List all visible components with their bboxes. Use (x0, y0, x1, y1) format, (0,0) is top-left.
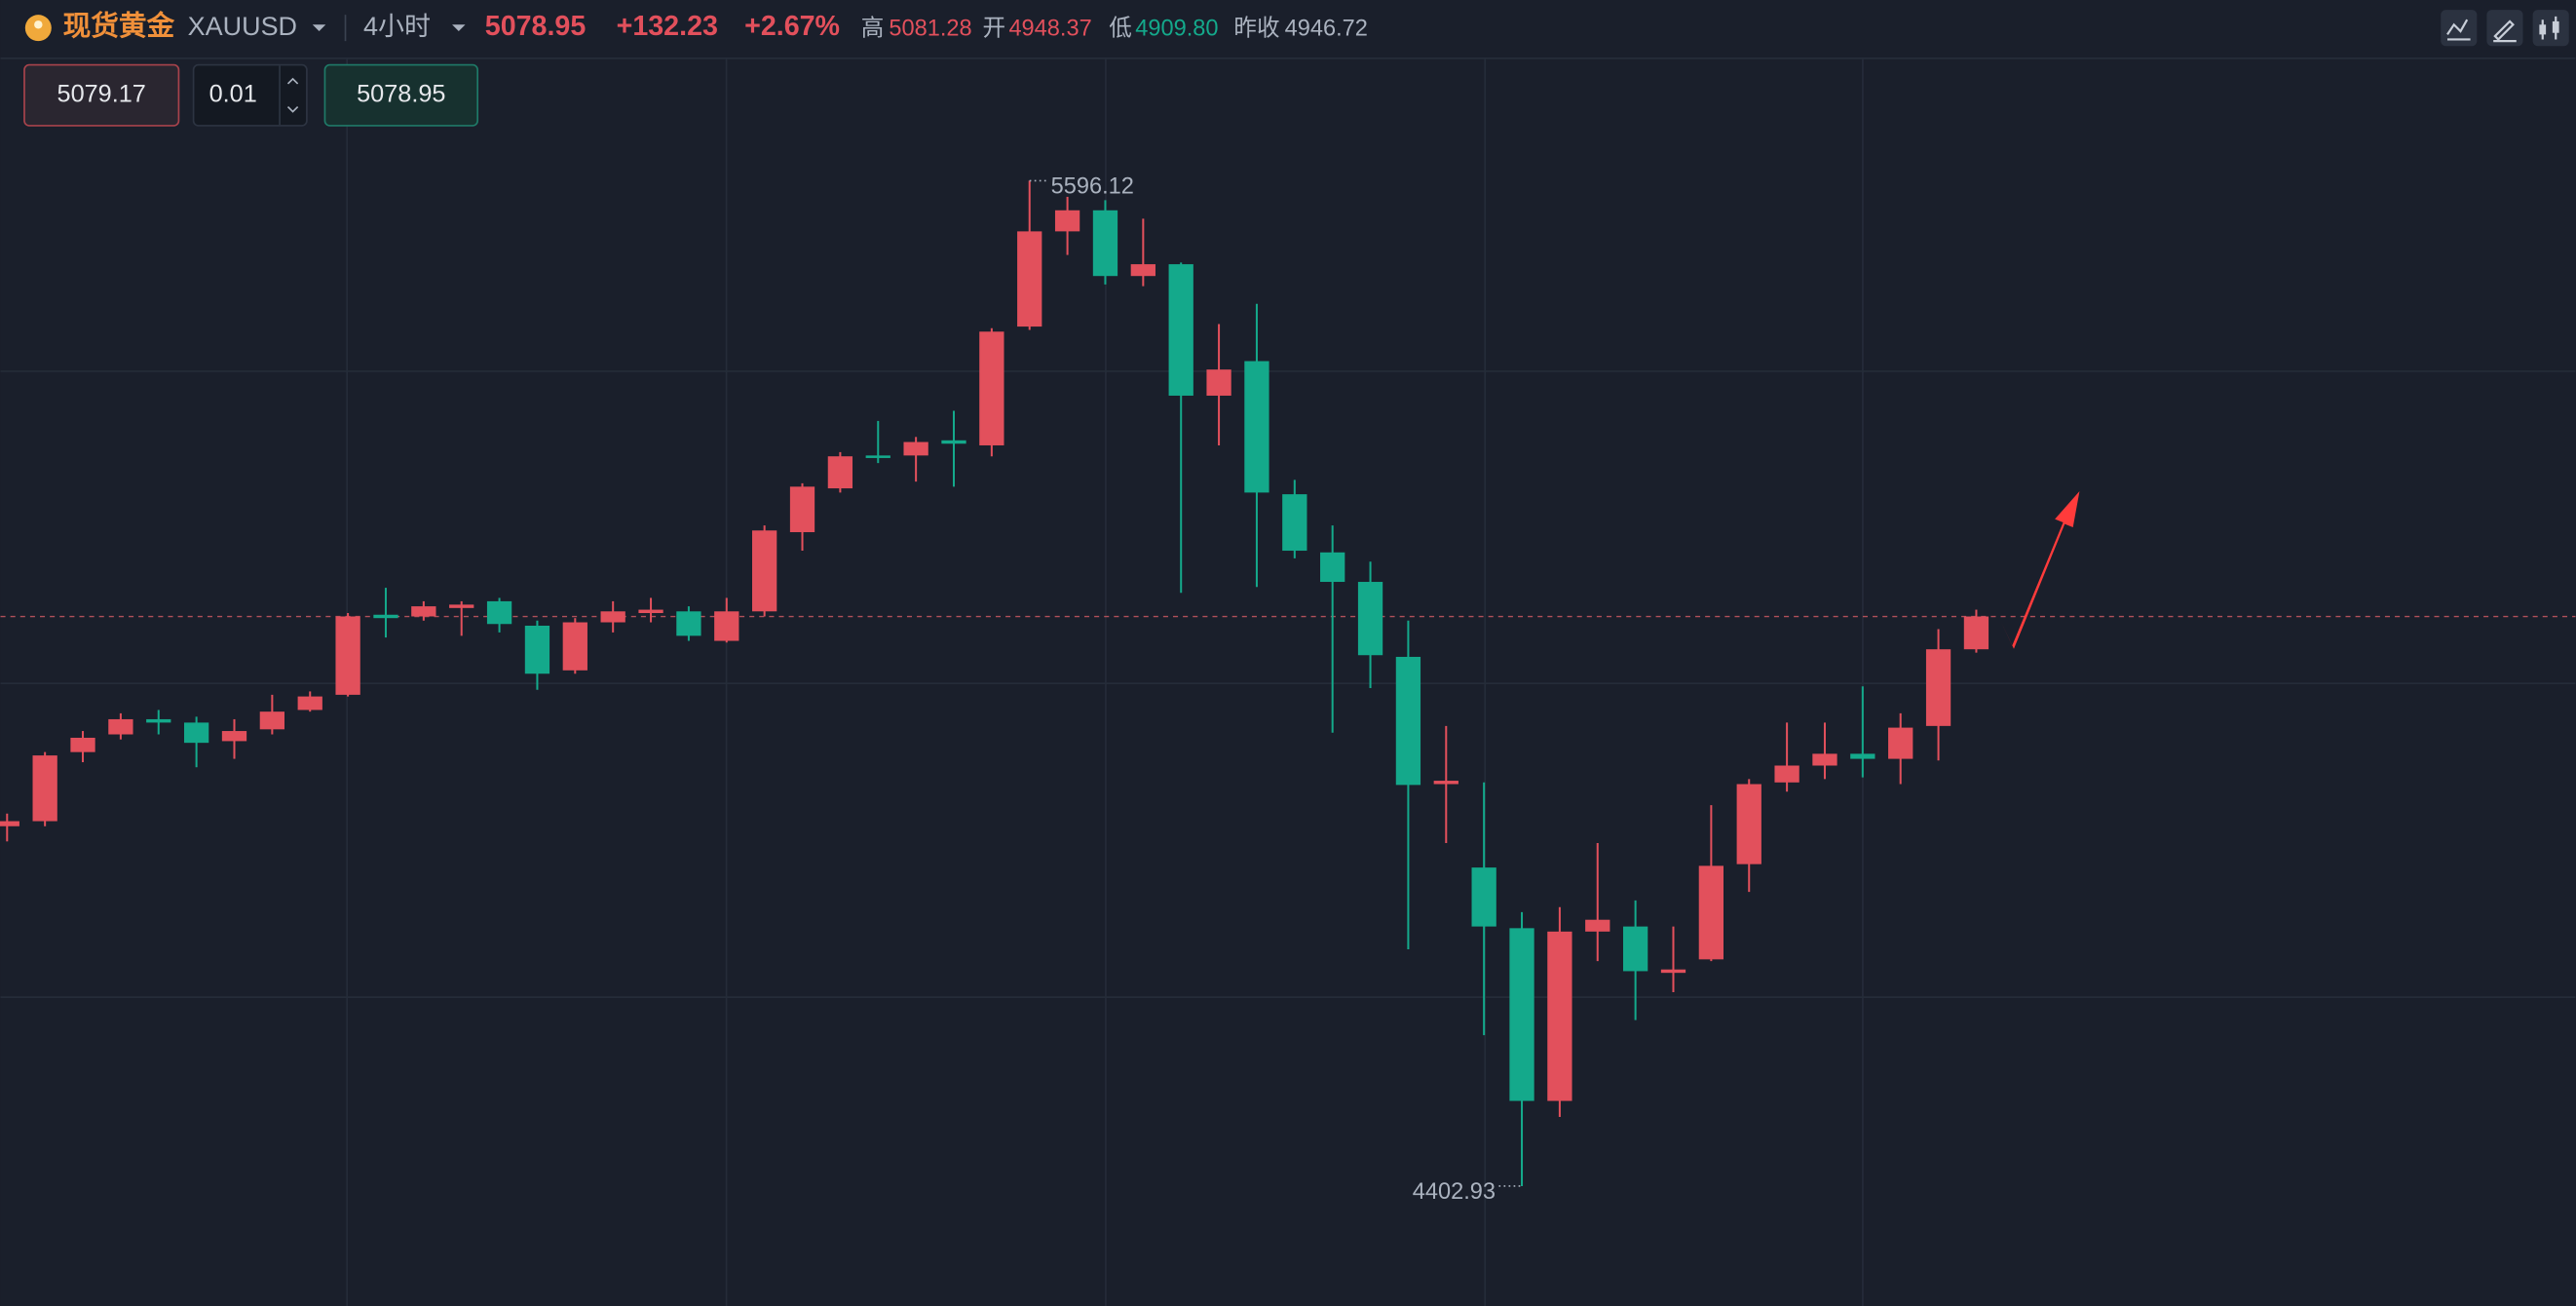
candle-body (1206, 369, 1231, 396)
quantity-input[interactable] (192, 63, 308, 127)
buy-button[interactable] (323, 63, 479, 127)
candle-body (979, 331, 1004, 445)
candle-body (676, 611, 701, 636)
candle-body (1585, 919, 1610, 932)
candle-body (335, 616, 360, 695)
quantity-down[interactable] (286, 105, 299, 113)
tool-icon (2552, 20, 2559, 33)
candle-body (183, 722, 209, 744)
candle-body (1244, 361, 1269, 493)
prev-close-label: 昨收 (1233, 16, 1279, 41)
candle-body (1888, 727, 1913, 759)
candle-body (789, 486, 815, 533)
sell-price[interactable]: 5079.17 (57, 80, 146, 107)
candle-body (562, 622, 587, 671)
candle-body (0, 821, 19, 826)
change-pct: +2.67% (744, 11, 840, 42)
candle-body (32, 755, 57, 822)
candle-body (827, 456, 853, 489)
candle-body (411, 606, 436, 617)
candle-body (1433, 781, 1458, 785)
buy-price[interactable]: 5078.95 (357, 80, 445, 107)
tool-button[interactable] (2441, 10, 2478, 47)
candle-body (903, 442, 928, 456)
instrument-name[interactable]: 现货黄金 (63, 10, 175, 42)
candle-body (1547, 931, 1572, 1101)
candle-body (865, 455, 890, 458)
candle-body (941, 440, 966, 444)
sell-button[interactable] (23, 63, 180, 127)
toolbar (2441, 10, 2569, 47)
candle-body (638, 609, 663, 614)
candle-body (1925, 649, 1951, 726)
open-label: 开 (982, 16, 1005, 41)
candle-body (70, 737, 95, 752)
candle-body (1660, 969, 1686, 974)
candle-body (600, 611, 625, 623)
symbol-caret[interactable] (312, 24, 326, 32)
candle-body (1471, 867, 1496, 927)
candle-body (1282, 494, 1307, 552)
candle-body (486, 600, 512, 625)
candle-body (1774, 765, 1799, 783)
prev-close-value: 4946.72 (1285, 16, 1368, 41)
candle-body (1357, 582, 1383, 656)
candle-body (1320, 552, 1345, 583)
candle-body (259, 711, 285, 730)
candle-body (1054, 210, 1080, 232)
tool-icon (2493, 19, 2517, 43)
candle-body (297, 696, 322, 711)
candle-body (752, 530, 777, 612)
last-price: 5078.95 (485, 11, 587, 42)
annotation-arrow (2000, 490, 2080, 649)
candle-body (1698, 865, 1724, 960)
quantity-up[interactable] (286, 77, 299, 85)
tool-icon (2446, 19, 2471, 41)
high-value: 5081.28 (889, 16, 971, 41)
candle-body (1812, 753, 1837, 766)
candle-body (1509, 928, 1534, 1101)
candle-body (1395, 656, 1421, 786)
candle-body (1168, 264, 1193, 396)
tool-icon (2539, 24, 2547, 35)
candle-body (524, 625, 550, 674)
low-label: 低 (1109, 16, 1132, 41)
quantity[interactable]: 0.01 (209, 80, 257, 107)
change: +132.23 (617, 11, 718, 42)
candle-body (373, 614, 398, 619)
candle-body (1622, 926, 1648, 972)
open-value: 4948.37 (1008, 16, 1091, 41)
low-value: 4909.80 (1135, 16, 1218, 41)
gold-icon-dot (34, 20, 43, 29)
interval-caret[interactable] (452, 24, 466, 32)
candle-body (714, 611, 739, 641)
high-label: 高 (861, 16, 885, 41)
candle-body (146, 718, 171, 723)
candle-body (1963, 616, 1989, 650)
candle-body (1017, 231, 1042, 327)
symbol[interactable]: XAUUSD (188, 12, 297, 41)
max-label: 5596.12 (1051, 173, 1134, 198)
min-label: 4402.93 (1413, 1178, 1496, 1204)
candle-body (1130, 264, 1155, 277)
candle-body (449, 604, 474, 608)
candle-body (1736, 784, 1762, 864)
candle-body (1850, 753, 1875, 759)
plot: 5596.12 4402.93 (0, 173, 2576, 1204)
candle-body (1092, 210, 1118, 277)
interval[interactable]: 4小时 (363, 12, 431, 41)
candle-body (221, 731, 247, 742)
candle-body (108, 718, 133, 735)
tool-button[interactable] (2532, 10, 2569, 47)
